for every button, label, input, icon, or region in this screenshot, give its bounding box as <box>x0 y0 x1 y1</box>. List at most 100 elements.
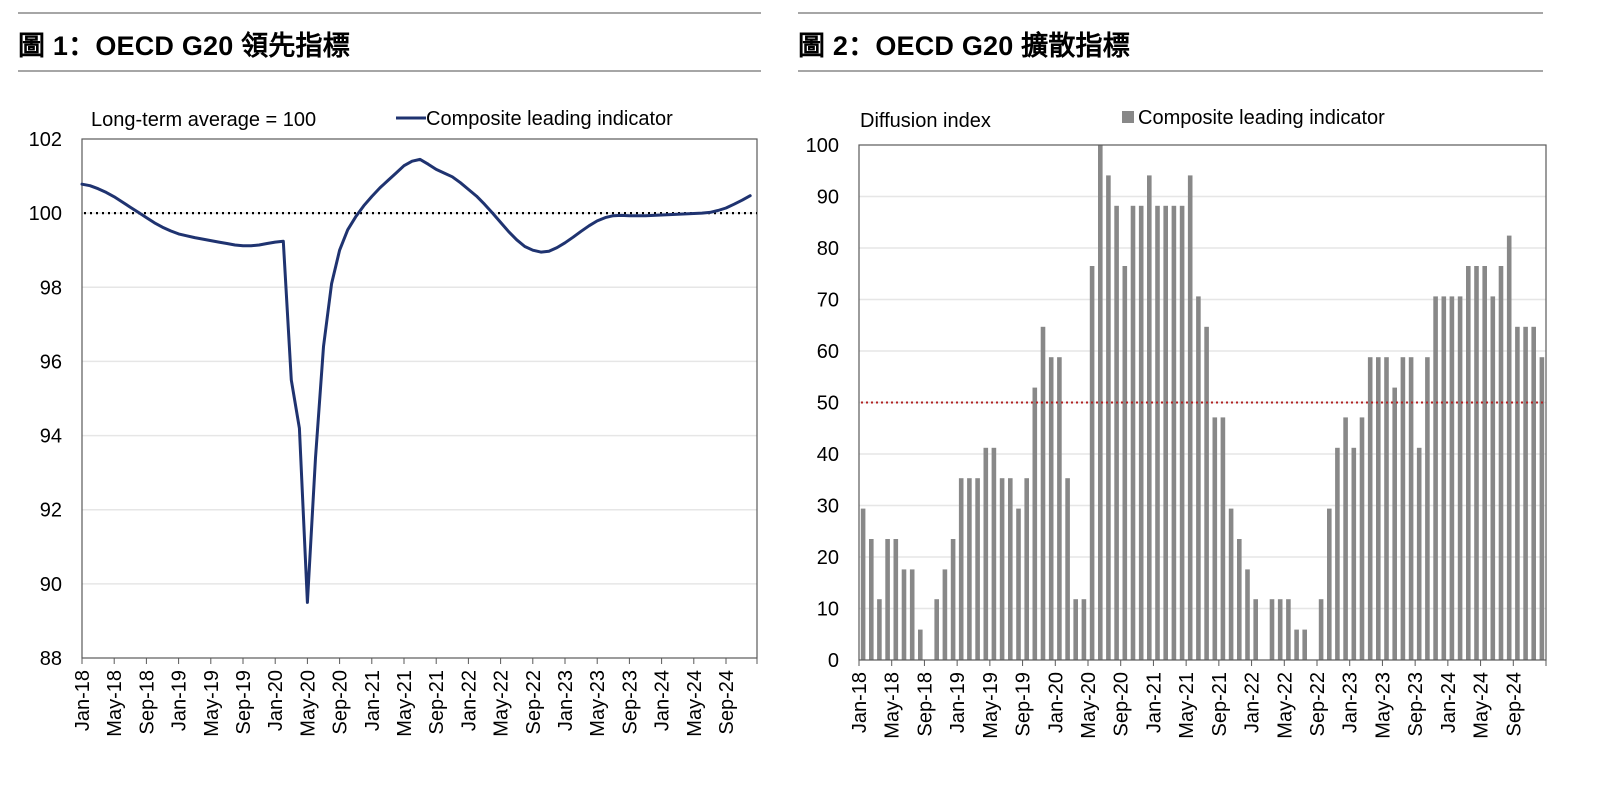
chart-1-x-axis: Jan-18 May-18 Sep-18 Jan-19 May-19 Sep-19 Jan-… <box>72 658 758 737</box>
chart-2-x-tick-label: May-22 <box>1274 672 1296 739</box>
chart-2-x-tick-label: May-20 <box>1078 672 1100 739</box>
chart-1-x-tick-label: Jan-18 <box>72 670 94 731</box>
chart-1-series-line <box>80 157 752 604</box>
chart-2-y-tick-label: 60 <box>817 341 839 363</box>
chart-1-x-tick-label: Jan-22 <box>458 670 480 731</box>
chart-2-bar <box>1237 539 1242 660</box>
chart-2-bar <box>918 629 923 660</box>
chart-1-x-tick-label: Sep-19 <box>233 670 255 735</box>
chart-2-bar <box>1130 205 1136 661</box>
chart-1-x-tick-label: Sep-22 <box>523 670 545 735</box>
chart-1-y-tick-label: 92 <box>40 500 62 522</box>
chart-1-x-tick-label: Sep-20 <box>330 670 352 735</box>
chart-2-bar <box>1490 296 1496 660</box>
chart-2-bar <box>1187 175 1193 660</box>
chart-2-bar <box>1286 599 1291 660</box>
chart-2-bar <box>885 539 890 660</box>
chart-2-bar <box>1098 145 1103 660</box>
chart-2-bar <box>1343 417 1348 660</box>
chart-2-bar <box>1457 296 1463 660</box>
chart-2-x-tick-label: May-23 <box>1372 672 1394 739</box>
chart-2-bar <box>1367 357 1373 660</box>
chart-2-bar <box>1318 599 1324 660</box>
chart-2-y-tick-label: 10 <box>817 599 839 621</box>
chart-2-x-tick-label: Jan-24 <box>1438 672 1460 733</box>
chart-2-y-tick-label: 40 <box>817 444 839 466</box>
chart-2-x-tick-label: May-18 <box>882 672 904 739</box>
chart-2-bar <box>1179 205 1185 661</box>
chart-1-x-tick-label: May-18 <box>104 670 126 737</box>
chart-1-x-tick-label: May-20 <box>297 670 319 737</box>
chart-2-bar <box>1032 387 1038 660</box>
chart-2-x-tick-label: Jan-22 <box>1242 672 1264 733</box>
chart-1-x-tick-label: Sep-21 <box>426 670 448 735</box>
chart-2-bar <box>1425 357 1430 660</box>
figure-2-title: 圖 2：OECD G20 擴散指標 <box>798 31 1130 61</box>
chart-1-x-tick-label: Jan-23 <box>555 670 577 731</box>
chart-2-bar <box>1515 326 1520 660</box>
chart-1-legend-label: Composite leading indicator <box>426 108 673 130</box>
chart-2-bar <box>1138 205 1144 661</box>
chart-2-x-tick-label: Sep-22 <box>1307 672 1329 737</box>
chart-1-x-tick-label: May-22 <box>491 670 513 737</box>
chart-1-y-tick-label: 102 <box>29 129 62 151</box>
chart-1-x-tick-label: Jan-21 <box>362 670 384 731</box>
chart-2-y-tick-label: 90 <box>817 187 839 209</box>
chart-2-bar <box>1327 508 1332 660</box>
chart-2-y-tick-label: 50 <box>817 393 839 415</box>
chart-2-bar <box>1212 417 1218 660</box>
chart-1-y-axis: 88 90 92 94 96 98 100 102 <box>29 129 62 670</box>
chart-2-bar <box>1539 357 1545 660</box>
chart-2-bar <box>1171 205 1177 661</box>
chart-2-bar <box>1441 296 1447 660</box>
chart-2-x-tick-label: May-19 <box>980 672 1002 739</box>
chart-2-bar <box>1466 266 1471 660</box>
chart-1-y-tick-label: 88 <box>40 648 62 670</box>
chart-2-ylabel: Diffusion index <box>860 110 991 132</box>
chart-2-bar <box>1008 478 1013 660</box>
chart-2-bar <box>967 478 972 660</box>
chart-2-bar <box>1302 629 1307 660</box>
chart-2-bar <box>950 539 956 660</box>
chart-2-bar <box>1122 266 1128 660</box>
figure-1-title: 圖 1：OECD G20 領先指標 <box>18 31 350 61</box>
chart-1-annotation: Long-term average = 100 <box>91 109 316 131</box>
chart-2-y-tick-label: 30 <box>817 496 839 518</box>
chart-2-bar <box>901 569 907 660</box>
chart-2-bar <box>1155 205 1160 661</box>
figure-2-bottom-rule <box>798 70 1543 72</box>
chart-2-bar <box>1196 296 1201 660</box>
chart-2-bar <box>1204 326 1209 660</box>
chart-1-y-tick-label: 98 <box>40 277 62 299</box>
chart-2-x-tick-label: May-21 <box>1176 672 1198 739</box>
chart-2-bar <box>1408 357 1414 660</box>
chart-2-y-tick-label: 20 <box>817 547 839 569</box>
chart-2-bar <box>1498 266 1504 660</box>
chart-2-bar <box>1147 175 1152 660</box>
chart-1-y-tick-label: 94 <box>40 426 62 448</box>
chart-2-bar <box>1384 357 1389 660</box>
chart-1-x-tick-label: Sep-23 <box>619 670 641 735</box>
chart-2-x-tick-label: Sep-23 <box>1405 672 1427 737</box>
chart-2-x-axis: Jan-18 May-18 Sep-18 Jan-19 May-19 Sep-19 Jan-… <box>849 660 1547 739</box>
chart-2-bar <box>909 569 915 660</box>
chart-2-bar <box>1523 326 1528 660</box>
chart-2-bar <box>1106 175 1111 660</box>
chart-2-bar <box>1016 508 1021 660</box>
chart-2-bar <box>1351 447 1357 660</box>
chart-2-x-tick-label: Sep-19 <box>1013 672 1035 737</box>
chart-2-bar <box>869 539 874 660</box>
chart-2-bar <box>1048 357 1054 660</box>
chart-2-x-tick-label: Jan-18 <box>849 672 871 733</box>
chart-2-bar <box>1228 508 1234 660</box>
chart-2-bar <box>1163 205 1168 661</box>
chart-2-x-tick-label: Sep-20 <box>1111 672 1133 737</box>
chart-1-x-tick-label: May-19 <box>201 670 223 737</box>
figure-1-top-rule <box>18 12 761 14</box>
chart-1-y-tick-label: 90 <box>40 574 62 596</box>
chart-1-x-tick-label: Jan-19 <box>169 670 191 731</box>
chart-2-x-tick-label: Jan-23 <box>1340 672 1362 733</box>
chart-2-bar <box>991 447 997 660</box>
